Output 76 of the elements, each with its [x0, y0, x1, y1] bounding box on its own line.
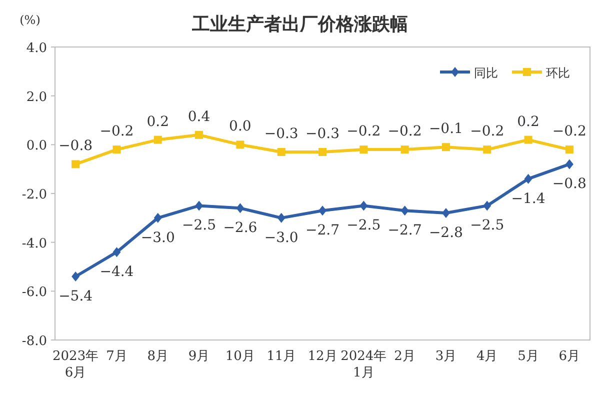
data-label: −2.8 [428, 225, 463, 242]
x-tick-label: 10月 [225, 349, 255, 364]
x-tick-label: 4月 [476, 349, 498, 364]
point [483, 200, 492, 211]
point [524, 174, 532, 184]
data-label: −2.6 [223, 220, 258, 236]
data-label: −2.5 [182, 218, 216, 234]
chart-title: 工业生产者出厂价格涨跌幅 [191, 14, 408, 35]
point [360, 146, 368, 154]
y-tick-label: -8.0 [22, 334, 47, 349]
x-tick-label: 9月 [188, 349, 210, 364]
y-tick-label: 4.0 [26, 41, 47, 56]
x-tick-label: 3月 [435, 349, 457, 364]
data-label: −0.2 [388, 124, 422, 140]
point [442, 208, 450, 218]
point [360, 200, 368, 211]
point [236, 140, 244, 149]
legend-label: 同比 [474, 66, 498, 80]
x-tick-label: 2023年 6月 [52, 349, 99, 380]
data-label: −4.4 [100, 264, 134, 280]
point [277, 148, 286, 156]
point [112, 146, 121, 154]
data-label: 0.2 [146, 114, 170, 130]
data-label: −2.7 [306, 222, 340, 239]
point [400, 146, 409, 154]
x-tick-label: 6月 [558, 349, 580, 364]
point [442, 143, 450, 152]
y-tick-label: -2.0 [22, 188, 47, 202]
data-label: −0.2 [346, 124, 381, 140]
x-tick-label: 2月 [394, 349, 416, 364]
data-label: −3.0 [140, 230, 175, 246]
data-label: −2.5 [470, 218, 504, 234]
point [154, 212, 162, 223]
point [318, 206, 326, 216]
data-label: −0.1 [428, 121, 463, 138]
x-tick-label: 8月 [147, 349, 169, 364]
data-label: 0.0 [229, 118, 252, 135]
data-label: −2.7 [388, 222, 422, 239]
point [195, 130, 204, 139]
data-label: −0.3 [306, 126, 340, 142]
data-label: 0.4 [188, 108, 210, 125]
y-tick-label: 2.0 [26, 90, 47, 105]
x-tick-label: 5月 [518, 349, 539, 364]
data-label: −0.2 [100, 124, 134, 140]
point [277, 212, 286, 223]
y-tick-label: 0.0 [26, 138, 47, 154]
point [400, 206, 409, 216]
x-tick-label: 11月 [266, 349, 296, 364]
point [565, 159, 574, 170]
y-axis-title: (%) [20, 13, 40, 27]
x-tick-label: 12月 [308, 349, 338, 364]
x-tick-label: 2024年 1月 [340, 349, 387, 380]
y-tick-label: -6.0 [22, 285, 47, 300]
x-tick-label: 7月 [106, 349, 128, 364]
data-label: −0.8 [552, 176, 586, 192]
data-label: −3.0 [264, 230, 298, 246]
data-label: 0.2 [517, 114, 540, 130]
data-label: −2.5 [346, 218, 381, 234]
point [483, 146, 492, 154]
data-label: −0.3 [264, 126, 298, 142]
point [195, 200, 204, 211]
legend-label: 环比 [546, 66, 570, 80]
point [112, 247, 121, 258]
data-label: −0.2 [470, 124, 504, 140]
point [72, 272, 80, 282]
point [565, 146, 574, 154]
data-label: −1.4 [511, 190, 546, 207]
point [318, 148, 326, 156]
y-tick-label: -4.0 [22, 236, 47, 252]
data-label: −5.4 [58, 288, 93, 305]
point [236, 203, 244, 214]
point [524, 136, 532, 144]
point [154, 136, 162, 144]
data-label: −0.2 [552, 124, 586, 140]
data-label: −0.8 [58, 138, 93, 154]
point [72, 160, 80, 168]
